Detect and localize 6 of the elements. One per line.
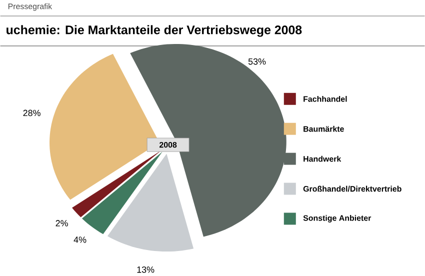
data-label: 13% xyxy=(137,266,154,273)
data-label: 53% xyxy=(248,58,266,65)
data-label: 28% xyxy=(23,110,40,116)
chart-title: uchemie: Die Marktanteile der Vertriebswege 2008 xyxy=(6,25,302,37)
data-label: 4% xyxy=(74,236,86,243)
data-label: 2% xyxy=(56,220,68,226)
